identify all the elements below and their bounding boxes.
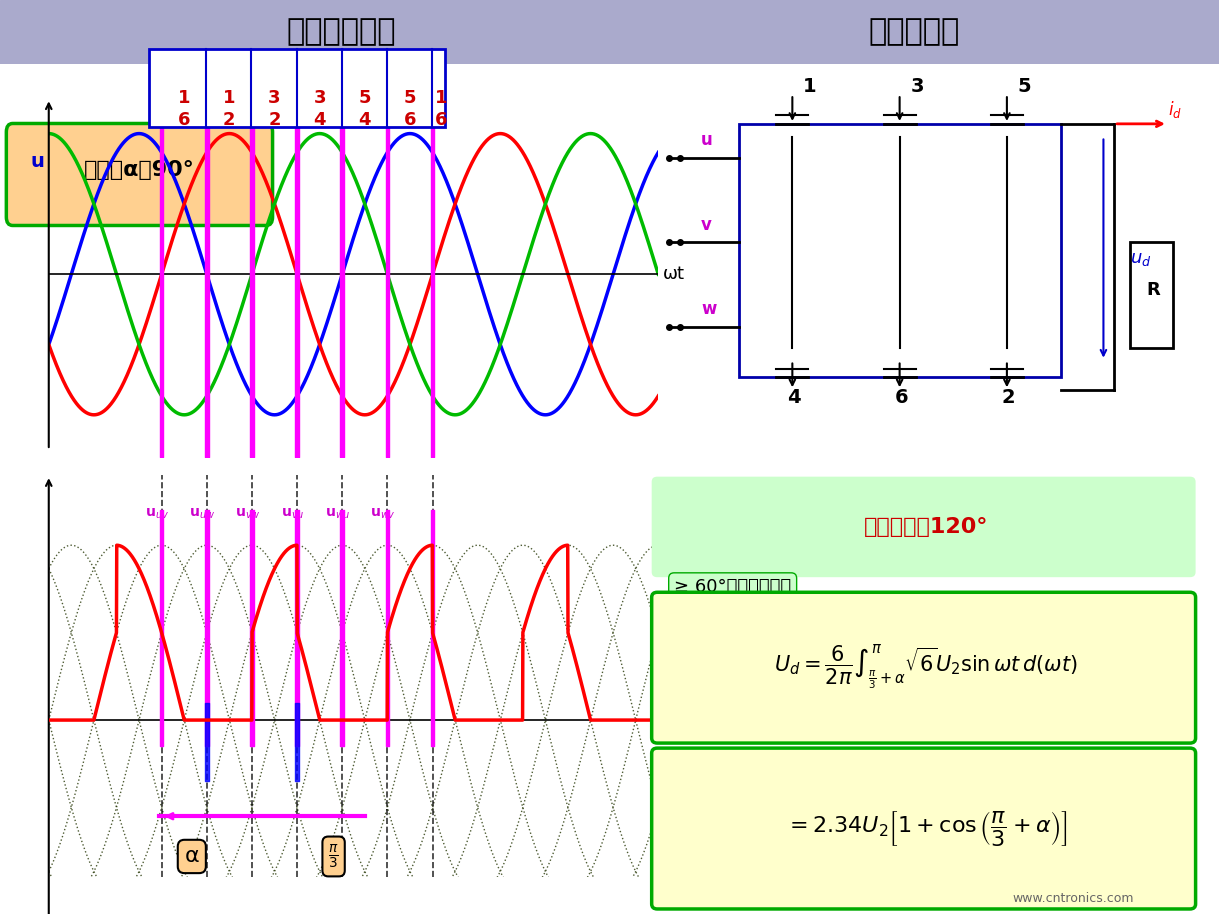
Text: 控制角α＝90°: 控制角α＝90°: [84, 160, 195, 180]
Bar: [149, 49, 445, 126]
Text: 4: 4: [358, 111, 371, 129]
Text: u: u: [701, 131, 713, 149]
Text: 5: 5: [358, 90, 371, 108]
Text: 三相桥式全控: 三相桥式全控: [286, 17, 396, 47]
Text: 2: 2: [268, 111, 280, 129]
Text: 3: 3: [313, 90, 325, 108]
Text: ≥ 60°时，电流断续: ≥ 60°时，电流断续: [674, 579, 791, 596]
Text: u$_{uw}$: u$_{uw}$: [189, 506, 216, 521]
Text: ωt: ωt: [663, 711, 685, 729]
Text: u$_{uv}$: u$_{uv}$: [145, 506, 169, 521]
Text: 3: 3: [268, 90, 280, 108]
FancyBboxPatch shape: [652, 592, 1196, 743]
Text: α: α: [184, 846, 199, 866]
FancyBboxPatch shape: [652, 477, 1196, 578]
Text: w: w: [701, 300, 717, 318]
Bar: [739, 124, 1061, 377]
Text: 1: 1: [223, 90, 235, 108]
Text: 3: 3: [911, 77, 924, 96]
Text: 6: 6: [178, 111, 190, 129]
Text: R: R: [1146, 281, 1160, 299]
Text: $i_d$: $i_d$: [1168, 100, 1182, 121]
Text: $u_d$: $u_d$: [1130, 250, 1152, 269]
Text: 4: 4: [313, 111, 325, 129]
Text: 2: 2: [223, 111, 235, 129]
Text: u$_{wv}$: u$_{wv}$: [371, 506, 396, 521]
Text: 移相范围为120°: 移相范围为120°: [864, 517, 989, 537]
Text: 1: 1: [178, 90, 190, 108]
FancyBboxPatch shape: [6, 123, 273, 226]
Text: 1: 1: [435, 90, 447, 108]
Text: 2: 2: [1002, 388, 1015, 407]
Text: $= 2.34U_2\left[1+\cos\left(\dfrac{\pi}{3}+\alpha\right)\right]$: $= 2.34U_2\left[1+\cos\left(\dfrac{\pi}{…: [785, 809, 1068, 848]
FancyBboxPatch shape: [652, 748, 1196, 909]
Text: u$_{wu}$: u$_{wu}$: [325, 506, 351, 521]
Text: u$_{vw}$: u$_{vw}$: [235, 506, 261, 521]
Text: u: u: [30, 153, 44, 171]
Text: 5: 5: [403, 90, 416, 108]
Bar: [1130, 242, 1173, 348]
Text: $U_d = \dfrac{6}{2\pi}\int_{\frac{\pi}{3}+\alpha}^{\pi}\sqrt{6}U_2\sin\omega t\,: $U_d = \dfrac{6}{2\pi}\int_{\frac{\pi}{3…: [774, 643, 1079, 692]
Text: $\frac{\pi}{3}$: $\frac{\pi}{3}$: [328, 843, 339, 870]
Text: 6: 6: [435, 111, 447, 129]
Text: 6: 6: [403, 111, 416, 129]
Text: 6: 6: [895, 388, 908, 407]
Text: 5: 5: [1018, 77, 1031, 96]
Text: www.cntronics.com: www.cntronics.com: [1012, 892, 1134, 905]
Text: 4: 4: [787, 388, 801, 407]
Text: v: v: [701, 216, 712, 234]
Text: u$_{vu}$: u$_{vu}$: [282, 506, 305, 521]
Text: ωt: ωt: [663, 265, 685, 283]
Text: 电阻性负载: 电阻性负载: [869, 17, 959, 47]
Text: 1: 1: [803, 77, 817, 96]
